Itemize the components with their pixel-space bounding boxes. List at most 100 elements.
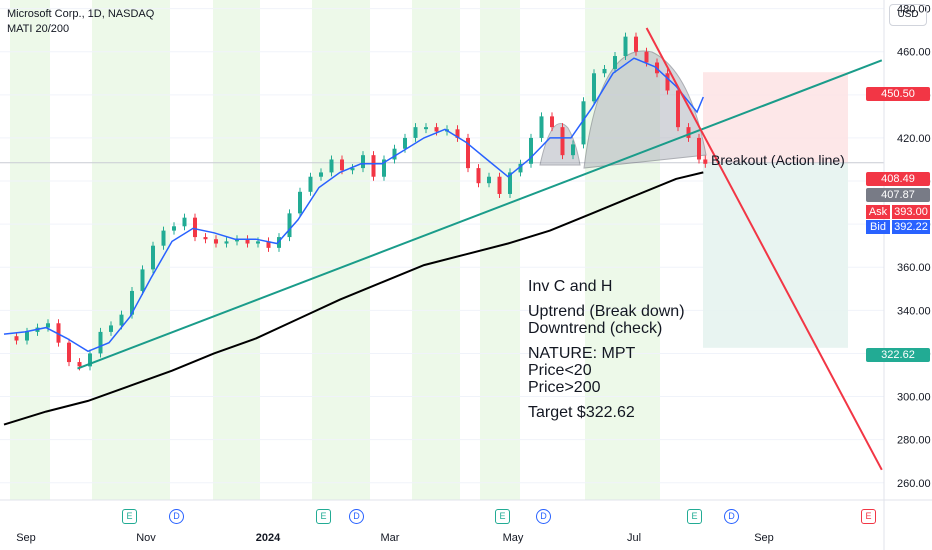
- candle-body: [88, 353, 92, 367]
- note-line: Target $322.62: [528, 404, 635, 421]
- candle-body: [203, 237, 208, 240]
- uptrend-line: [77, 59, 883, 370]
- candle-body: [560, 127, 565, 156]
- note-line: Downtrend (check): [528, 320, 663, 337]
- y-tick-label: 300.00: [897, 392, 931, 404]
- x-tick-label: Nov: [136, 532, 156, 544]
- y-tick-label: 360.00: [897, 262, 931, 274]
- candle-body: [665, 73, 670, 91]
- candle-body: [193, 217, 197, 238]
- dividend-badge[interactable]: D: [724, 509, 739, 524]
- candle-body: [434, 127, 439, 132]
- dividend-badge[interactable]: D: [536, 509, 551, 524]
- candle-body: [56, 323, 61, 343]
- x-tick-label: Sep: [16, 532, 36, 544]
- ma200-line: [3, 171, 704, 426]
- candle-body: [508, 172, 512, 194]
- shading-band-2: [213, 0, 260, 500]
- candle-body: [235, 239, 239, 242]
- shading-band-4: [412, 0, 460, 500]
- candle-body: [623, 36, 628, 57]
- last-price-label: 407.87: [866, 188, 930, 202]
- dividend-badge[interactable]: D: [349, 509, 364, 524]
- shading-band-0: [10, 0, 50, 500]
- series-lines: [3, 32, 708, 426]
- x-tick-label: 2024: [256, 532, 281, 544]
- candle-body: [455, 129, 460, 138]
- note-line: Price>200: [528, 379, 601, 396]
- session-shading: [10, 0, 660, 500]
- dividend-badge[interactable]: D: [169, 509, 184, 524]
- candle-body: [340, 159, 344, 171]
- y-tick-label: 260.00: [897, 478, 931, 490]
- candle-body: [686, 127, 691, 138]
- candle-body: [329, 159, 334, 173]
- earnings-badge[interactable]: E: [316, 509, 331, 524]
- candle-body: [172, 226, 176, 231]
- candle-body: [182, 217, 187, 227]
- candle-body: [287, 213, 292, 238]
- candle-body: [46, 323, 50, 328]
- y-axis-ticks: 480.00460.00440.00420.00400.00380.00360.…: [897, 4, 931, 490]
- candle-body: [371, 155, 376, 177]
- candle-body: [487, 176, 491, 184]
- candle-body: [98, 331, 103, 354]
- profit-zone-upper: [703, 72, 848, 163]
- ask-value: 393.00: [892, 205, 930, 219]
- symbol-title: Microsoft Corp., 1D, NASDAQ: [7, 8, 155, 20]
- candle-body: [592, 73, 596, 102]
- earnings-badge[interactable]: E: [687, 509, 702, 524]
- candle-body: [25, 331, 29, 341]
- candle-body: [245, 239, 250, 244]
- candle-body: [529, 137, 533, 164]
- candle-body: [466, 137, 470, 169]
- note-line: Price<20: [528, 362, 592, 379]
- upper-target-label: 450.50: [866, 87, 930, 101]
- y-tick-label: 280.00: [897, 435, 931, 447]
- candle-body: [497, 176, 502, 194]
- earnings-badge[interactable]: E: [861, 509, 876, 524]
- candle-body: [161, 230, 166, 246]
- candle-body: [109, 325, 113, 332]
- candle-body: [256, 241, 260, 244]
- candle-body: [119, 314, 124, 326]
- candle-body: [403, 137, 407, 149]
- candle-body: [266, 241, 271, 248]
- lower-target-label: 322.62: [866, 348, 930, 362]
- shading-band-1: [92, 0, 170, 500]
- candle-body: [613, 56, 617, 69]
- candle-body: [298, 191, 302, 214]
- target-zones: [0, 72, 884, 348]
- y-tick-label: 480.00: [897, 4, 931, 16]
- breakout-annotation: Breakout (Action line): [711, 152, 845, 168]
- risk-zone-lower: [703, 162, 848, 348]
- candle-body: [151, 245, 155, 270]
- candle-body: [634, 36, 638, 52]
- candle-body: [77, 362, 82, 367]
- candle-body: [697, 137, 701, 160]
- x-tick-label: Jul: [627, 532, 641, 544]
- candle-body: [676, 90, 680, 128]
- earnings-badge[interactable]: E: [495, 509, 510, 524]
- earnings-badge[interactable]: E: [122, 509, 137, 524]
- left-handle-shape: [539, 123, 581, 166]
- bid-row: Bid 392.22: [866, 220, 930, 234]
- candle-body: [424, 127, 428, 130]
- candle-body: [214, 239, 218, 244]
- candle-body: [67, 342, 71, 363]
- candle-body: [550, 116, 554, 128]
- candle-body: [571, 144, 575, 156]
- candle-body: [703, 159, 708, 164]
- x-tick-label: May: [503, 532, 524, 544]
- candle-body: [224, 241, 229, 244]
- currency-button[interactable]: USD: [889, 4, 927, 26]
- candle-body: [413, 127, 418, 138]
- candle-body: [130, 290, 134, 315]
- bid-value: 392.22: [892, 220, 930, 234]
- candle-body: [602, 68, 607, 74]
- note-line: Uptrend (Break down): [528, 303, 685, 320]
- candle-body: [382, 159, 386, 177]
- ask-label: Ask: [866, 205, 890, 219]
- x-tick-label: Sep: [754, 532, 774, 544]
